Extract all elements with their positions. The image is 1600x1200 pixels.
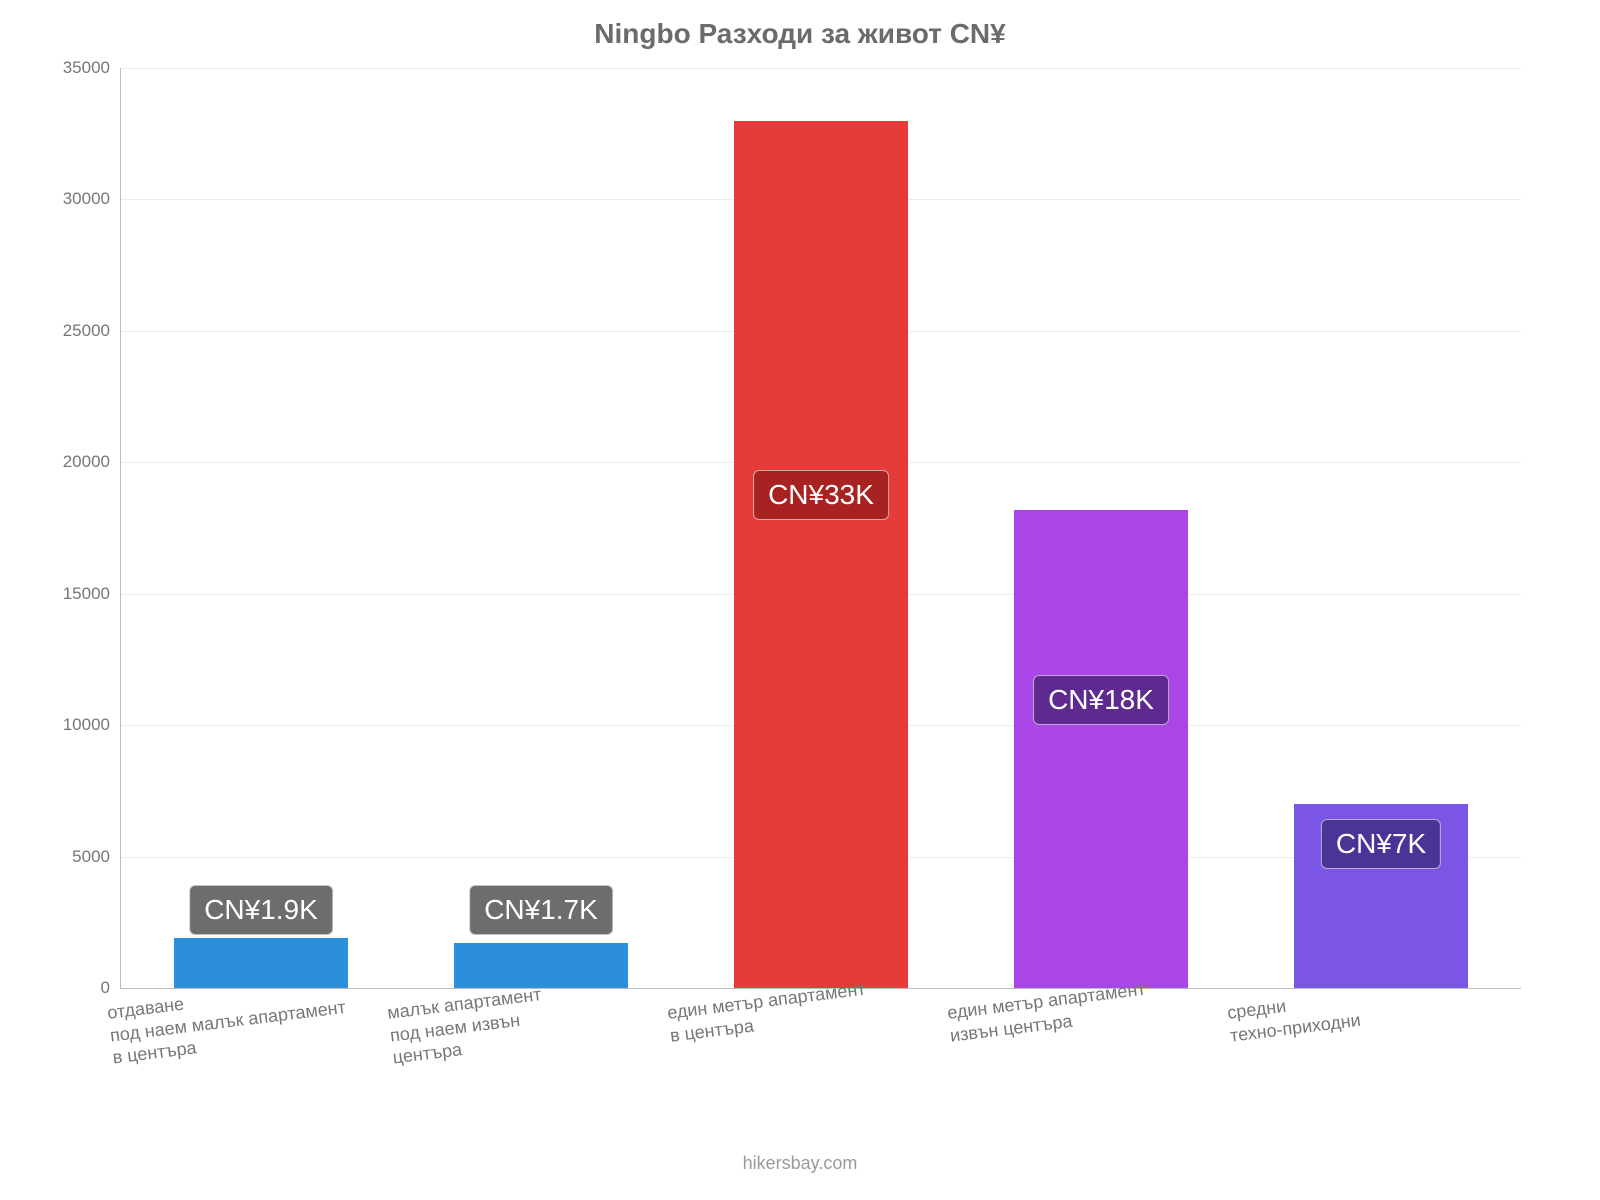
value-badge: CN¥1.9K: [189, 885, 333, 935]
y-tick-label: 5000: [20, 847, 110, 867]
gridline: [121, 68, 1521, 69]
value-badge: CN¥7K: [1321, 819, 1441, 869]
y-tick-label: 30000: [20, 189, 110, 209]
y-tick-label: 25000: [20, 321, 110, 341]
bar: [1014, 510, 1188, 988]
y-tick-label: 20000: [20, 452, 110, 472]
bar: [734, 121, 908, 988]
cost-of-living-chart: Ningbo Разходи за живот CN¥ 0 5000 10000 15…: [0, 0, 1600, 1200]
source-label: hikersbay.com: [0, 1153, 1600, 1174]
y-tick-label: 35000: [20, 58, 110, 78]
y-tick-label: 0: [20, 978, 110, 998]
y-tick-label: 10000: [20, 715, 110, 735]
value-badge: CN¥1.7K: [469, 885, 613, 935]
value-badge: CN¥33K: [753, 470, 889, 520]
y-tick-label: 15000: [20, 584, 110, 604]
value-badge: CN¥18K: [1033, 675, 1169, 725]
plot-area: CN¥1.9K CN¥1.7K CN¥33K CN¥18K CN¥7K: [120, 68, 1521, 989]
chart-title: Ningbo Разходи за живот CN¥: [0, 18, 1600, 50]
